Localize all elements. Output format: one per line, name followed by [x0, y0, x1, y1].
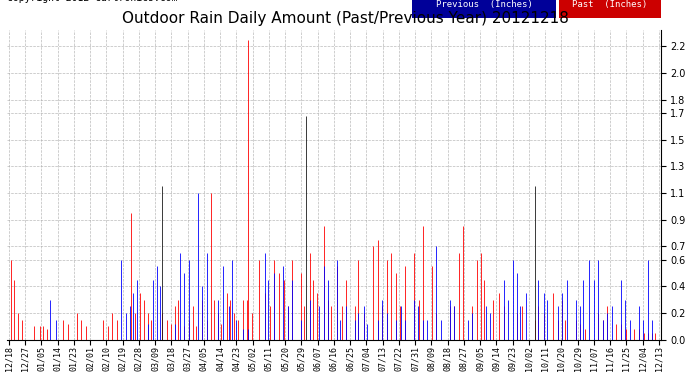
Bar: [560, 0, 660, 18]
Bar: [413, 0, 556, 18]
Text: Copyright 2012 Cartronics.com: Copyright 2012 Cartronics.com: [7, 0, 177, 3]
Text: Previous  (Inches): Previous (Inches): [436, 0, 533, 9]
Text: Outdoor Rain Daily Amount (Past/Previous Year) 20121218: Outdoor Rain Daily Amount (Past/Previous…: [121, 11, 569, 26]
Text: Past  (Inches): Past (Inches): [572, 0, 648, 9]
